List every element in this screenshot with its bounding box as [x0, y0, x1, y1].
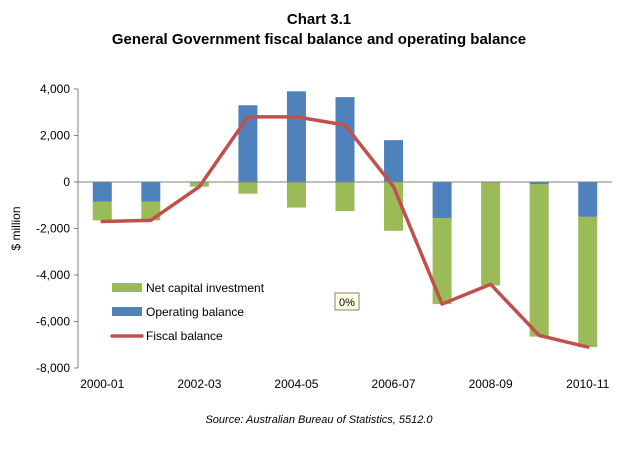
bar-operating-balance	[286, 91, 306, 182]
bar-net-capital-investment	[286, 182, 306, 208]
y-tick-label: -4,000	[36, 268, 70, 282]
x-tick-label: 2000-01	[80, 377, 124, 391]
point-fiscal-balance	[246, 115, 250, 119]
y-tick-label: -2,000	[36, 222, 70, 236]
callout-label: 0%	[339, 297, 355, 309]
bar-net-capital-investment	[335, 182, 355, 212]
bar-net-capital-investment	[578, 216, 598, 348]
legend-label-net-capital-investment: Net capital investment	[146, 281, 265, 295]
point-fiscal-balance	[101, 220, 104, 223]
legend-label-operating-balance: Operating balance	[146, 305, 244, 319]
chart-title: General Government fiscal balance and op…	[111, 31, 527, 48]
y-tick-label: -6,000	[36, 315, 70, 329]
y-axis-label: $ million	[9, 206, 23, 250]
bar-operating-balance	[141, 182, 161, 202]
point-fiscal-balance	[295, 115, 298, 119]
legend-swatch-net-capital-investment	[112, 283, 142, 292]
legend-swatch-operating-balance	[112, 307, 142, 316]
chart-number: Chart 3.1	[286, 11, 352, 28]
callout-background	[334, 292, 360, 311]
axes-layer: 4,000 2,000 0 -2,000 -4,000 -6,000 -8,000 $ mil…	[9, 82, 612, 391]
bar-operating-balance	[384, 140, 404, 182]
x-tick-label: 2002-03	[177, 377, 221, 391]
legend: Net capital investment Operating balance F…	[110, 281, 265, 343]
bar-operating-balance	[529, 182, 549, 185]
bars-layer	[92, 91, 598, 348]
bar-net-capital-investment	[481, 182, 501, 286]
bar-net-capital-investment	[529, 184, 549, 337]
point-fiscal-balance	[149, 219, 153, 222]
point-fiscal-balance	[198, 185, 201, 188]
line-layer	[100, 115, 590, 349]
bar-operating-balance	[432, 182, 452, 219]
x-tick-label: 2008-09	[469, 377, 513, 391]
point-fiscal-balance	[440, 302, 444, 306]
x-tick-label: 2004-05	[274, 377, 318, 391]
point-fiscal-balance	[586, 345, 589, 349]
bar-operating-balance	[92, 182, 112, 202]
chart-source: Source: Australian Bureau of Statistics,…	[205, 414, 433, 426]
y-tick-label: 2,000	[40, 129, 70, 143]
y-tick-label: 4,000	[40, 82, 70, 96]
point-fiscal-balance	[392, 185, 395, 188]
x-tick-label: 2010-11	[566, 377, 609, 391]
y-tick-label: 0	[63, 175, 70, 189]
bar-operating-balance	[335, 97, 355, 182]
point-fiscal-balance	[537, 334, 541, 337]
callout-box: 0%	[334, 292, 360, 311]
bar-net-capital-investment	[92, 201, 112, 221]
point-fiscal-balance	[489, 283, 492, 286]
legend-label-fiscal-balance: Fiscal balance	[146, 329, 223, 343]
x-tick-label: 2006-07	[372, 377, 416, 391]
point-fiscal-balance	[343, 123, 347, 127]
y-tick-label: -8,000	[36, 361, 70, 375]
bar-net-capital-investment	[238, 182, 258, 194]
bar-net-capital-investment	[432, 218, 452, 305]
bar-operating-balance	[578, 182, 598, 217]
